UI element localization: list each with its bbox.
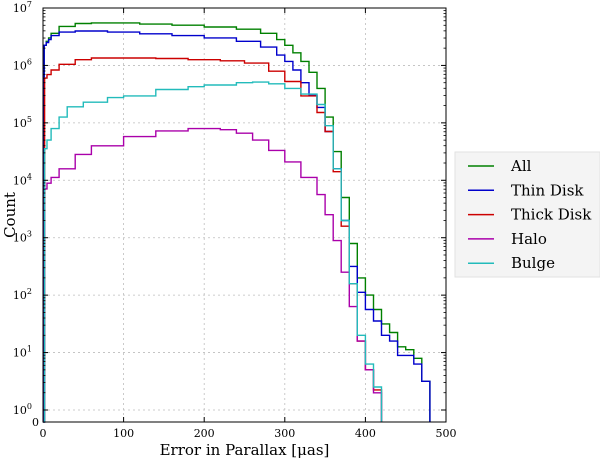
x-tick-label: 200: [194, 427, 215, 440]
x-tick-label: 400: [355, 427, 376, 440]
legend-label: Thin Disk: [511, 181, 584, 199]
series-line-thin-disk: [43, 30, 431, 423]
legend: All Thin Disk Thick Disk Halo Bulge: [454, 151, 600, 278]
series-lines: [43, 22, 431, 423]
legend-label: Bulge: [511, 254, 555, 272]
plot-frame: [42, 7, 447, 423]
y-tick-label: 0: [32, 416, 39, 429]
axis-ticks: 0 100 200 300 400 500010010110210310410510610…: [13, 0, 457, 440]
x-tick-label: 0: [40, 427, 47, 440]
series-line-all: [43, 22, 431, 423]
legend-label: All: [510, 157, 532, 175]
legend-label: Halo: [511, 230, 547, 248]
x-axis-label: Error in Parallax [μas]: [160, 441, 330, 459]
series-line-halo: [43, 127, 383, 423]
legend-label: Thick Disk: [511, 206, 592, 224]
y-axis-label: Count: [1, 192, 19, 238]
x-tick-label: 500: [436, 427, 457, 440]
x-tick-label: 100: [113, 427, 134, 440]
series-line-bulge: [43, 81, 383, 423]
x-tick-label: 300: [274, 427, 295, 440]
